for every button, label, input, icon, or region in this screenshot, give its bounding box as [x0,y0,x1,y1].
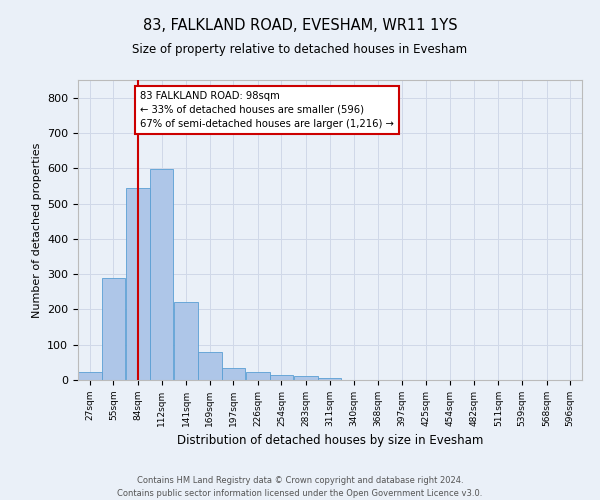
Bar [150,170,173,380]
Bar [174,302,198,380]
Bar [198,352,221,380]
Bar [294,376,318,380]
X-axis label: Distribution of detached houses by size in Evesham: Distribution of detached houses by size … [177,434,483,448]
Bar [318,378,341,380]
Bar [78,372,101,380]
Bar [221,368,245,380]
Y-axis label: Number of detached properties: Number of detached properties [32,142,41,318]
Bar [246,372,269,380]
Text: Contains HM Land Registry data © Crown copyright and database right 2024.
Contai: Contains HM Land Registry data © Crown c… [118,476,482,498]
Text: Size of property relative to detached houses in Evesham: Size of property relative to detached ho… [133,42,467,56]
Bar [101,278,125,380]
Bar [269,376,293,380]
Text: 83 FALKLAND ROAD: 98sqm
← 33% of detached houses are smaller (596)
67% of semi-d: 83 FALKLAND ROAD: 98sqm ← 33% of detache… [140,90,394,128]
Bar [126,188,150,380]
Text: 83, FALKLAND ROAD, EVESHAM, WR11 1YS: 83, FALKLAND ROAD, EVESHAM, WR11 1YS [143,18,457,32]
